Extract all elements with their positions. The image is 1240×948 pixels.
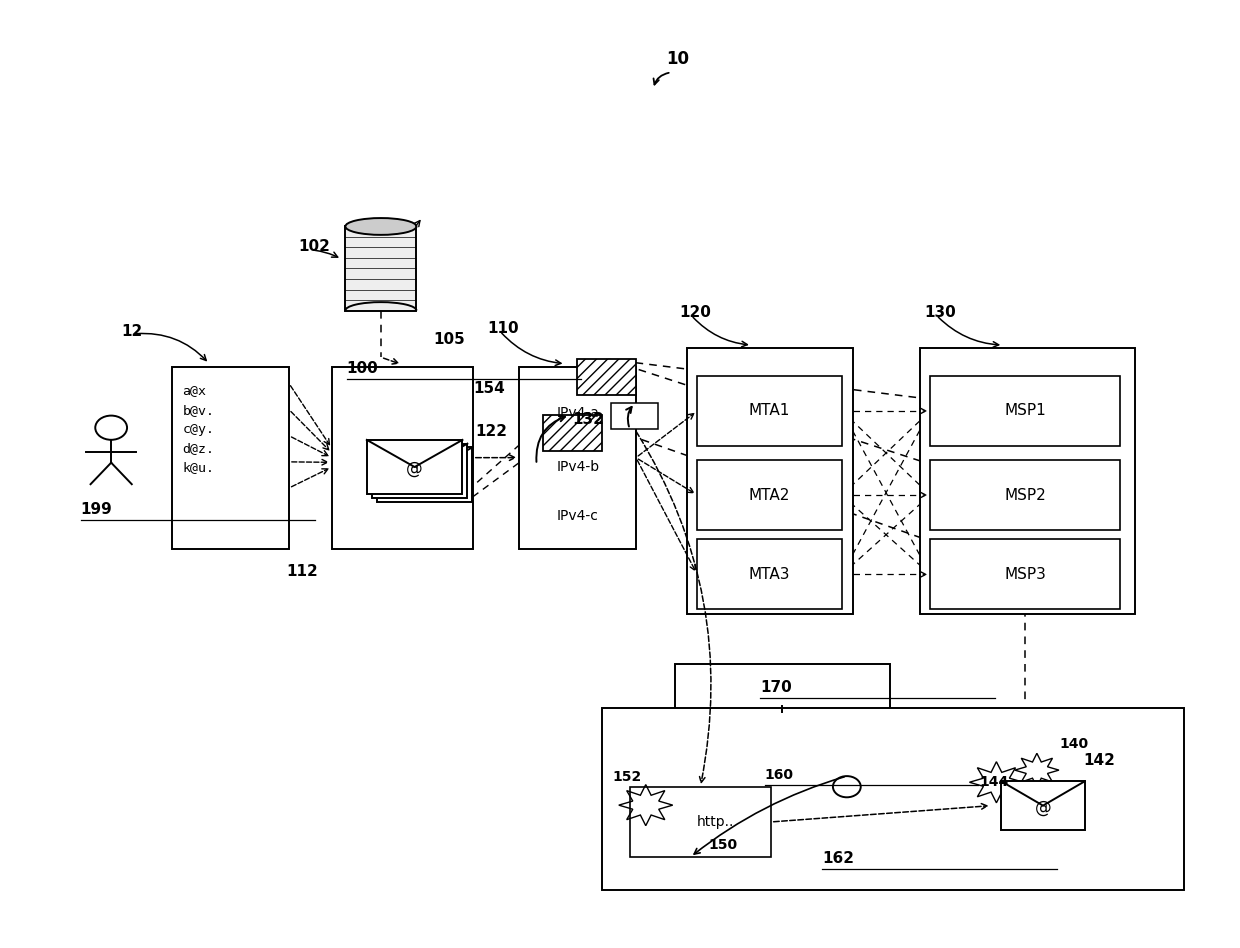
Text: 132: 132: [572, 412, 604, 428]
FancyBboxPatch shape: [520, 367, 636, 549]
Bar: [367, 440, 463, 494]
FancyBboxPatch shape: [611, 403, 658, 429]
Text: IPv4-b: IPv4-b: [556, 460, 599, 474]
Text: 154: 154: [472, 381, 505, 396]
FancyBboxPatch shape: [697, 460, 842, 530]
Circle shape: [833, 776, 861, 797]
Text: @: @: [1034, 798, 1052, 816]
FancyBboxPatch shape: [920, 348, 1135, 614]
Text: 150: 150: [708, 838, 738, 852]
Text: 140: 140: [1059, 738, 1087, 752]
FancyBboxPatch shape: [687, 348, 853, 614]
Bar: [377, 447, 472, 501]
Text: 102: 102: [299, 240, 331, 254]
Text: 105: 105: [434, 332, 465, 347]
Bar: [346, 227, 417, 311]
Bar: [372, 444, 467, 498]
FancyBboxPatch shape: [601, 707, 1184, 889]
Text: MSP1: MSP1: [1004, 404, 1047, 418]
Ellipse shape: [346, 218, 417, 235]
FancyBboxPatch shape: [543, 415, 601, 450]
Text: http..: http..: [697, 815, 734, 829]
FancyBboxPatch shape: [930, 539, 1120, 610]
Text: MTA2: MTA2: [749, 487, 790, 502]
Text: MSP2: MSP2: [1004, 487, 1047, 502]
FancyBboxPatch shape: [930, 460, 1120, 530]
Text: 130: 130: [924, 305, 956, 319]
FancyBboxPatch shape: [930, 376, 1120, 446]
Text: 144: 144: [980, 775, 1008, 789]
FancyBboxPatch shape: [697, 539, 842, 610]
Bar: [1002, 781, 1085, 830]
Text: 170: 170: [760, 681, 792, 696]
Text: IPv4-c: IPv4-c: [557, 509, 599, 523]
Circle shape: [95, 415, 126, 440]
Text: 122: 122: [475, 425, 507, 440]
Text: MSP3: MSP3: [1004, 567, 1047, 582]
FancyBboxPatch shape: [332, 367, 472, 549]
Text: 160: 160: [765, 768, 794, 782]
Text: 112: 112: [286, 564, 319, 578]
Text: 142: 142: [1084, 754, 1115, 768]
FancyBboxPatch shape: [630, 787, 771, 857]
Text: 199: 199: [81, 501, 113, 517]
Text: 152: 152: [613, 770, 642, 784]
Text: 110: 110: [487, 320, 520, 336]
FancyBboxPatch shape: [577, 359, 636, 394]
Text: 162: 162: [822, 851, 854, 866]
Text: MTA3: MTA3: [749, 567, 790, 582]
Text: 100: 100: [346, 361, 378, 376]
Text: MTA1: MTA1: [749, 404, 790, 418]
Text: 10: 10: [667, 49, 689, 67]
Text: 120: 120: [678, 305, 711, 319]
Text: IPv4-a: IPv4-a: [557, 407, 599, 420]
Text: a@x
b@v.
c@y.
d@z.
k@u.: a@x b@v. c@y. d@z. k@u.: [182, 385, 215, 474]
FancyBboxPatch shape: [675, 664, 890, 712]
Text: 12: 12: [122, 323, 143, 338]
FancyBboxPatch shape: [697, 376, 842, 446]
Text: @: @: [407, 460, 423, 478]
FancyBboxPatch shape: [172, 367, 289, 549]
